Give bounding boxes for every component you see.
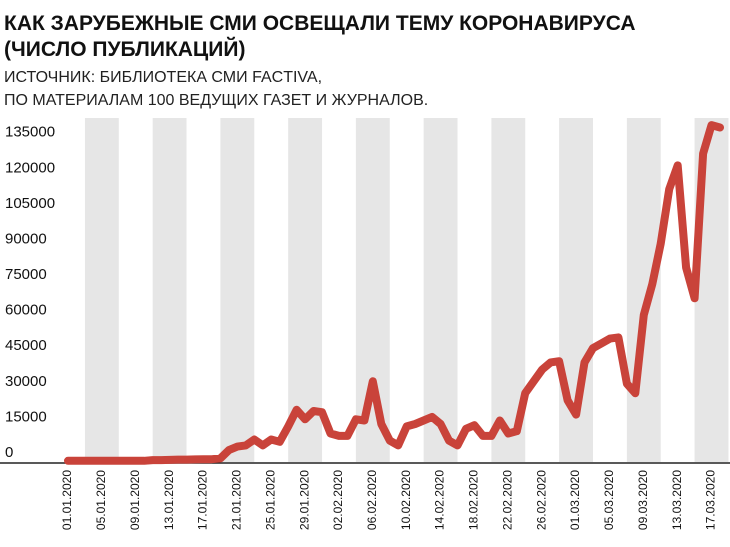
x-tick-label: 01.03.2020 xyxy=(568,470,582,530)
y-tick-label: 120000 xyxy=(5,159,55,176)
x-tick-label: 17.03.2020 xyxy=(704,470,718,530)
band xyxy=(423,118,458,462)
band xyxy=(84,118,119,462)
x-tick-label: 05.03.2020 xyxy=(602,470,616,530)
x-tick-label: 17.01.2020 xyxy=(196,470,210,530)
x-tick-label: 09.03.2020 xyxy=(636,470,650,530)
y-tick-label: 45000 xyxy=(5,337,47,354)
chart-title: КАК ЗАРУБЕЖНЫЕ СМИ ОСВЕЩАЛИ ТЕМУ КОРОНАВ… xyxy=(4,12,636,35)
y-tick-label: 135000 xyxy=(5,124,55,141)
x-tick-label: 18.02.2020 xyxy=(467,470,481,530)
x-tick-label: 01.01.2020 xyxy=(60,470,74,530)
chart-subtitle: ИСТОЧНИК: БИБЛИОТЕКА СМИ FACTIVA, xyxy=(4,69,322,86)
chart-subtitle: ПО МАТЕРИАЛАМ 100 ВЕДУЩИХ ГАЗЕТ И ЖУРНАЛ… xyxy=(4,92,428,109)
x-tick-label: 29.01.2020 xyxy=(297,470,311,530)
x-tick-label: 10.02.2020 xyxy=(399,470,413,530)
line xyxy=(64,121,724,465)
band xyxy=(626,118,661,462)
x-tick-label: 21.01.2020 xyxy=(230,470,244,530)
y-tick-label: 30000 xyxy=(5,373,47,390)
y-tick-label: 15000 xyxy=(5,408,47,425)
x-tick-label: 06.02.2020 xyxy=(365,470,379,530)
x-tick-label: 14.02.2020 xyxy=(433,470,447,530)
x-tick-label: 25.01.2020 xyxy=(263,470,277,530)
band xyxy=(288,118,323,462)
band xyxy=(355,118,390,462)
chart-title: (ЧИСЛО ПУБЛИКАЦИЙ) xyxy=(4,37,245,61)
band xyxy=(152,118,187,462)
x-tick-label: 02.02.2020 xyxy=(331,470,345,530)
x-tick-label: 09.01.2020 xyxy=(128,470,142,530)
y-tick-label: 0 xyxy=(5,444,13,461)
x-tick-label: 05.01.2020 xyxy=(94,470,108,530)
band xyxy=(220,118,255,462)
y-tick-label: 105000 xyxy=(5,195,55,212)
y-tick-label: 60000 xyxy=(5,302,47,319)
x-tick-label: 13.01.2020 xyxy=(162,470,176,530)
x-tick-label: 26.02.2020 xyxy=(534,470,548,530)
y-tick-label: 75000 xyxy=(5,266,47,283)
x-tick-label: 22.02.2020 xyxy=(500,470,514,530)
y-tick-label: 90000 xyxy=(5,230,47,247)
x-tick-label: 13.03.2020 xyxy=(670,470,684,530)
